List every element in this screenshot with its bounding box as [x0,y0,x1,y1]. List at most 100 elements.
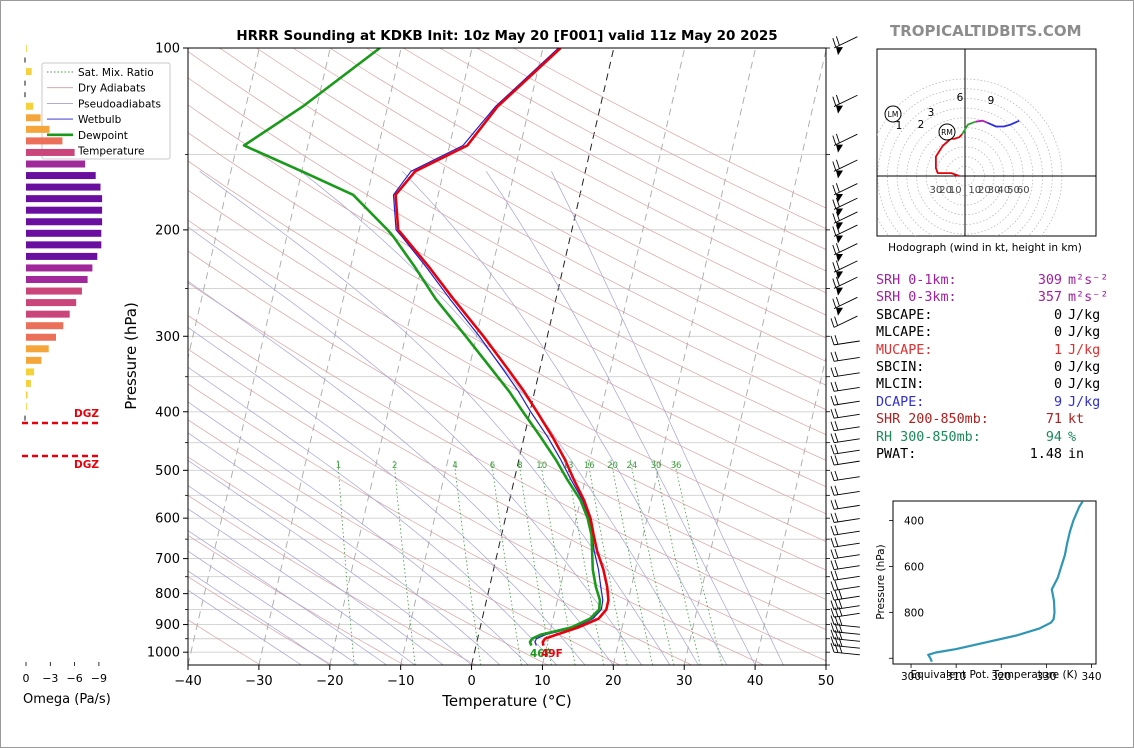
dry-adiabat [188,495,477,665]
mixing-ratio-label: 24 [626,461,637,471]
wind-barb [830,636,860,649]
mixing-ratio-label: 6 [490,461,495,471]
mixing-ratio-line [518,459,552,665]
dewpoint-profile [242,48,602,647]
isotherm [400,48,544,665]
wind-barb [830,599,860,610]
isotherm [471,48,615,665]
wind-barb [830,589,860,601]
mixing-ratio-label: 8 [517,461,522,471]
param-value: 1.48 [1029,446,1062,462]
omega-bar [26,299,77,307]
parameters-table: SRH 0-1km: 309 m²s⁻² SRH 0-3km: 357 m²s⁻² SBCA… [876,272,1109,463]
dry-adiabat [188,348,764,665]
mixing-ratio-label: 13 [563,461,574,471]
hodograph-segment [953,133,963,140]
dry-adiabat [188,456,549,665]
storm-motion-label: LM [888,110,899,119]
hodograph-box [876,48,1097,237]
mixing-ratio-labels: 1 2 4 6 8 10 13 16 20 24 30 36 [336,461,682,471]
omega-bar [24,80,26,86]
pseudoadiabat [188,432,501,665]
legend-label: Sat. Mix. Ratio [78,67,154,79]
x-tick-label: −40 [174,674,201,689]
mixing-ratio-label: 16 [584,461,595,471]
pseudoadiabat [188,326,586,665]
param-unit: J/kg [1068,394,1101,410]
param-unit: m²s⁻² [1068,273,1109,288]
pseudoadiabat [485,171,756,665]
hodograph-ring-label: 30 [930,185,943,196]
omega-tick-label: −6 [66,672,82,685]
x-tick-label: −10 [387,674,414,689]
param-label: SRH 0-3km: [876,290,957,306]
skewt-axes: −40 −30 −20 −10 0 10 20 30 40 50 100 200 300 400 500 60… [147,42,834,690]
param-value: 1 [1053,342,1062,358]
hodograph-ring-label: 30 [988,185,1001,196]
hodograph-ring-label: 40 [997,185,1010,196]
param-row: SHR 200-850mb: 71 kt [876,411,1106,428]
theta-e-y-tick-label: 600 [904,561,924,573]
pseudoadiabat [551,171,784,665]
param-value: 71 [1045,412,1062,428]
omega-bar [26,229,102,237]
wind-barb [830,366,860,378]
omega-bar [26,160,86,168]
wind-barb [832,211,858,231]
pseudoadiabat [188,460,472,665]
wind-barb [830,606,860,618]
param-row: SRH 0-3km: 357 m²s⁻² [876,289,1108,306]
theta-e-x-tick-label: 300 [901,671,921,683]
legend-label: Dry Adiabats [78,83,146,95]
storm-motion-marker [938,123,956,141]
mixing-ratio-line [653,459,701,665]
surface-dewpoint-label: 46F [530,648,552,660]
x-tick-label: 20 [605,674,622,689]
y-tick-label: 1000 [147,646,180,661]
param-row: MUCAPE: 1 J/kg [876,342,1106,359]
mixing-ratio-label: 30 [651,461,662,471]
param-label: SHR 200-850mb: [876,412,989,428]
mixing-ratio-line [540,459,576,665]
dry-adiabat [188,51,826,411]
dry-adiabat [329,48,826,316]
isotherm [258,48,402,665]
param-unit: J/kg [1068,359,1101,375]
skewt-panel: −40 −30 −20 −10 0 10 20 30 40 50 100 200 300 400 500 60… [122,42,834,711]
legend-label: Pseudoadiabats [78,98,161,110]
chart-title: HRRR Sounding at KDKB Init: 10z May 20 [… [236,28,777,44]
mixing-ratio-label: 36 [671,461,682,471]
param-row: SRH 0-1km: 309 m²s⁻² [876,272,1109,289]
param-value: 0 [1053,307,1062,323]
pseudoadiabat [188,508,416,665]
surface-temperature-label: 49F [541,648,563,660]
omega-bar [26,137,63,145]
hodograph-ring-label: 60 [1017,185,1030,196]
wind-barb [832,276,858,296]
dry-adiabat [219,48,826,386]
wind-barb [832,36,858,56]
x-tick-label: −20 [316,674,343,689]
hodograph-height-label: 3 [928,107,935,119]
theta-e-profile [927,501,1084,663]
omega-tick-label: −3 [42,672,58,685]
param-value: 9 [1053,394,1062,410]
wind-barb [832,159,858,179]
omega-bar [26,114,41,122]
storm-motion-label: RM [941,128,953,137]
omega-bar [26,379,31,387]
mixing-ratio-line [337,459,355,665]
x-axis-label: Temperature (°C) [441,692,571,710]
wetbulb-profile [392,48,604,646]
omega-bar [24,57,26,63]
pseudoadiabat [188,401,529,665]
omega-bar [26,206,103,214]
temperature-profile [394,48,610,646]
brand-watermark: TROPICALTIDBITS.COM [890,22,1082,40]
wind-barb [830,408,860,419]
wind-barb [830,580,860,591]
mixing-ratio-line [566,459,605,665]
theta-e-ylabel: Pressure (hPa) [875,544,887,619]
pseudoadiabat [402,171,728,665]
